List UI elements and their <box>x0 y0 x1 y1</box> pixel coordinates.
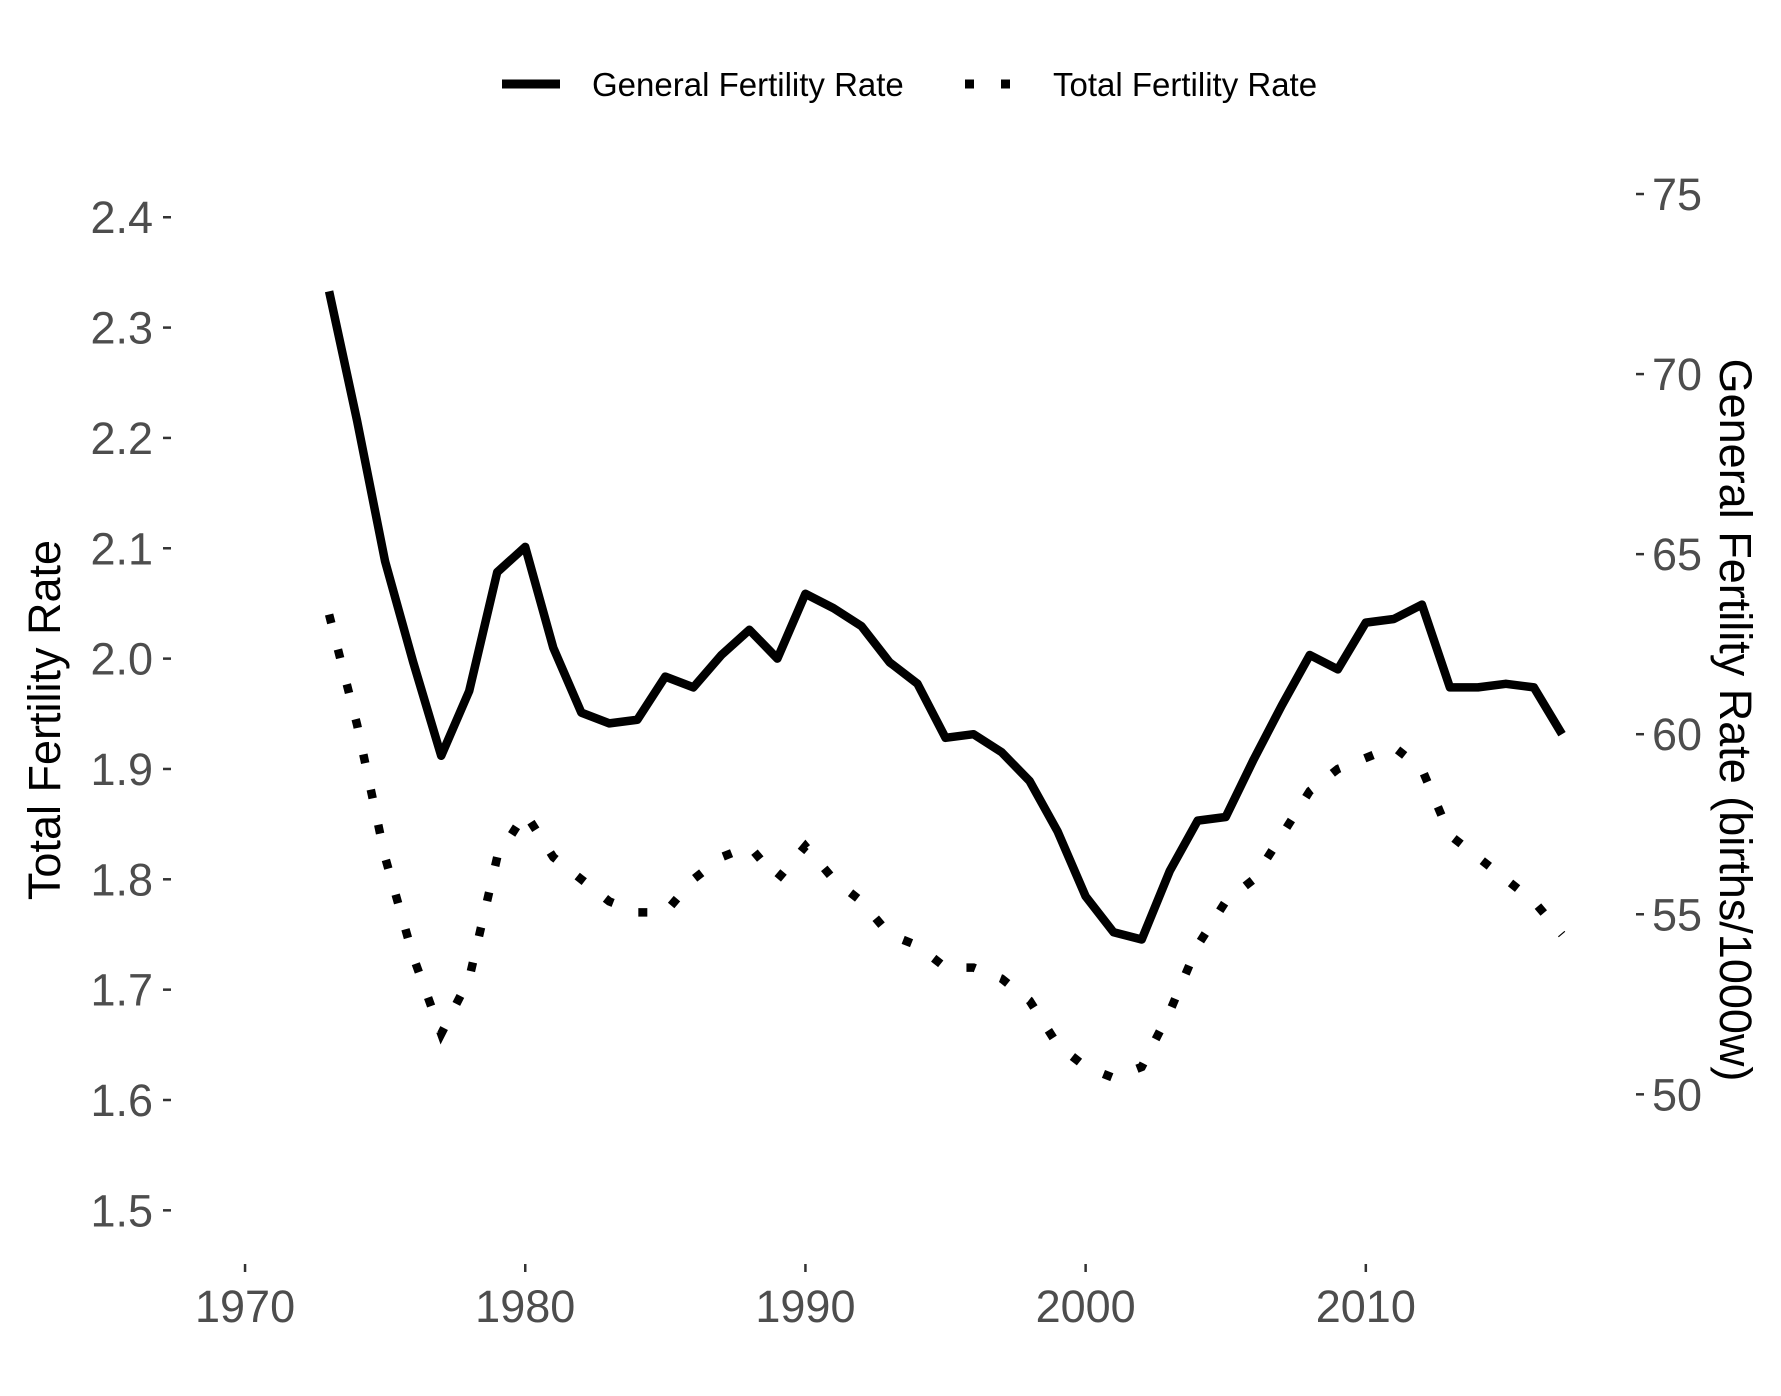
left-tick-label: 2.3 <box>90 303 153 354</box>
x-tick-label: 1990 <box>755 1281 855 1332</box>
right-tick-label: 60 <box>1652 709 1702 760</box>
right-tick-label: 75 <box>1652 169 1702 220</box>
left-tick-label: 2.0 <box>90 634 153 685</box>
right-axis-ticks: 50 55 60 65 70 75 <box>1636 169 1702 1120</box>
x-axis-ticks: 1970 1980 1990 2000 2010 <box>195 1264 1416 1332</box>
right-tick-label: 50 <box>1652 1069 1702 1120</box>
left-tick-label: 1.7 <box>90 965 153 1016</box>
series-line-general-fertility-rate <box>324 290 1566 944</box>
left-tick-label: 1.5 <box>90 1185 153 1236</box>
left-tick-label: 1.6 <box>90 1075 153 1126</box>
left-tick-label: 2.2 <box>90 413 153 464</box>
x-tick-label: 2010 <box>1316 1281 1416 1332</box>
legend: General Fertility Rate Total Fertility R… <box>502 66 1317 103</box>
left-tick-label: 1.8 <box>90 854 153 905</box>
series-layer <box>324 290 1566 1083</box>
x-tick-label: 1970 <box>195 1281 295 1332</box>
x-tick-label: 1980 <box>475 1281 575 1332</box>
left-tick-label: 2.1 <box>90 523 153 574</box>
left-axis-ticks: 1.5 1.6 1.7 1.8 1.9 2.0 2.1 2.2 2.3 2.4 <box>90 192 171 1236</box>
left-tick-label: 1.9 <box>90 744 153 795</box>
legend-label-total-fertility-rate: Total Fertility Rate <box>1053 66 1317 103</box>
right-tick-label: 55 <box>1652 889 1702 940</box>
left-tick-label: 2.4 <box>90 192 153 243</box>
legend-label-general-fertility-rate: General Fertility Rate <box>592 66 904 103</box>
right-axis-title: General Fertility Rate (births/1000w) <box>1710 359 1761 1082</box>
x-tick-label: 2000 <box>1036 1281 1136 1332</box>
right-tick-label: 65 <box>1652 529 1702 580</box>
left-axis-title: Total Fertility Rate <box>19 540 70 900</box>
right-tick-label: 70 <box>1652 349 1702 400</box>
series-line-total-fertility-rate <box>324 613 1566 1083</box>
